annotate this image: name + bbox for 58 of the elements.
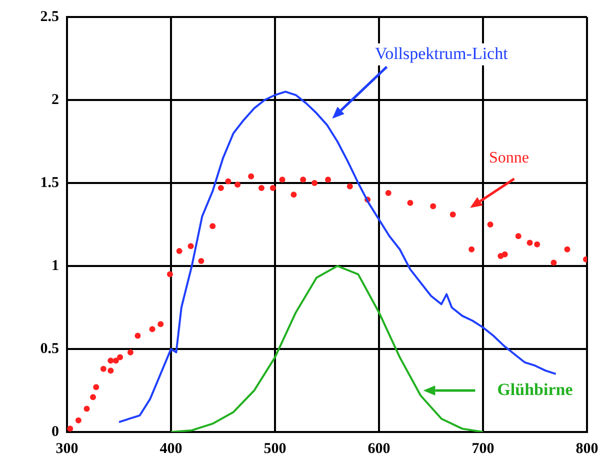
point: [258, 184, 264, 191]
y-tick-label: 0.5: [40, 340, 59, 357]
point: [134, 332, 141, 339]
x-tick-label: 400: [160, 440, 182, 457]
point: [300, 176, 306, 183]
point: [550, 260, 557, 266]
point: [90, 394, 96, 400]
point: [176, 248, 182, 254]
text: Sonne: [489, 149, 529, 166]
point: [279, 176, 286, 183]
point: [166, 271, 173, 278]
point: [149, 326, 156, 332]
x-tick-label: 300: [56, 440, 78, 457]
point: [270, 184, 276, 191]
point: [210, 223, 216, 230]
point: [515, 233, 522, 240]
y-tick-label: 2.5: [40, 8, 59, 25]
point: [112, 358, 119, 364]
point: [108, 368, 114, 374]
point: [93, 384, 100, 390]
x-tick-label: 800: [576, 440, 598, 457]
point: [188, 243, 194, 250]
point: [117, 354, 124, 360]
point: [290, 192, 297, 198]
point: [526, 240, 533, 246]
y-tick-label: 0: [52, 424, 59, 440]
point: [430, 203, 436, 210]
point: [407, 200, 414, 206]
point: [67, 426, 74, 432]
y-tick-label: 2: [52, 92, 59, 108]
y-tick-label: 1: [52, 258, 59, 274]
point: [248, 173, 254, 180]
point: [218, 184, 224, 191]
text: Vollspektrum-Licht: [374, 44, 508, 63]
point: [225, 178, 232, 184]
point: [75, 417, 82, 424]
legend-label: Glühbirne: [497, 380, 574, 399]
point: [198, 258, 204, 264]
y-tick-label: 1.5: [40, 174, 59, 191]
x-tick-label: 500: [264, 440, 286, 457]
point: [346, 183, 353, 190]
point: [158, 321, 164, 328]
point: [487, 222, 494, 228]
point: [468, 246, 475, 252]
x-tick-label: 700: [472, 440, 494, 457]
point: [312, 180, 318, 186]
point: [234, 182, 241, 188]
point: [534, 241, 540, 248]
point: [84, 406, 90, 412]
point: [502, 251, 508, 258]
point: [325, 176, 332, 183]
point: [127, 349, 134, 356]
point: [108, 358, 114, 364]
point: [385, 190, 392, 196]
point: [100, 366, 106, 372]
point: [450, 212, 456, 218]
x-tick-label: 600: [368, 440, 390, 457]
point: [564, 246, 570, 252]
